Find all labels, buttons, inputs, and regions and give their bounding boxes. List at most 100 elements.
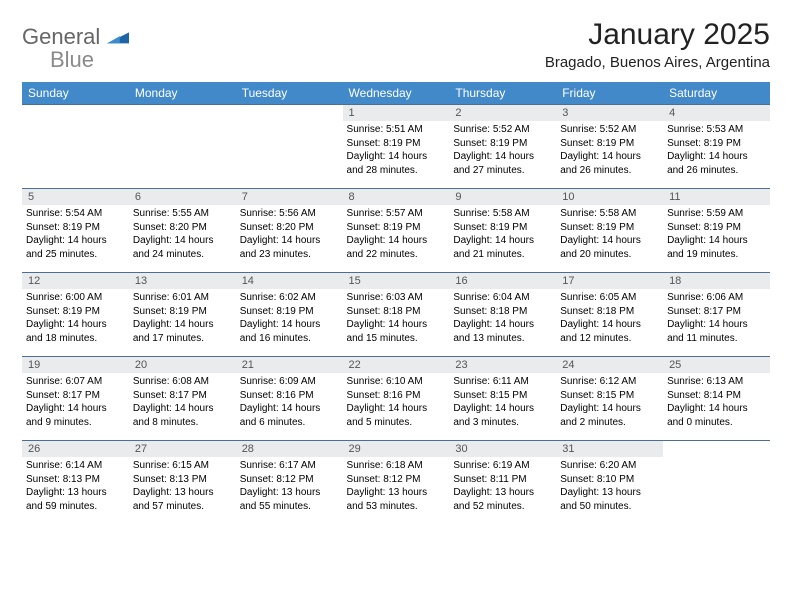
- calendar-day-cell: 23Sunrise: 6:11 AMSunset: 8:15 PMDayligh…: [449, 356, 556, 440]
- calendar-day-cell: 24Sunrise: 6:12 AMSunset: 8:15 PMDayligh…: [556, 356, 663, 440]
- day-details: Sunrise: 6:17 AMSunset: 8:12 PMDaylight:…: [236, 457, 343, 519]
- day-number: 14: [236, 272, 343, 289]
- sunset-text: Sunset: 8:19 PM: [667, 221, 766, 235]
- day-details: Sunrise: 5:59 AMSunset: 8:19 PMDaylight:…: [663, 205, 770, 267]
- day-details: Sunrise: 6:20 AMSunset: 8:10 PMDaylight:…: [556, 457, 663, 519]
- weekday-header: Tuesday: [236, 82, 343, 104]
- sunrise-text: Sunrise: 6:19 AM: [453, 459, 552, 473]
- calendar-day-cell: 27Sunrise: 6:15 AMSunset: 8:13 PMDayligh…: [129, 440, 236, 524]
- daylight-text: Daylight: 14 hours and 20 minutes.: [560, 234, 659, 261]
- calendar-day-cell: 3Sunrise: 5:52 AMSunset: 8:19 PMDaylight…: [556, 104, 663, 188]
- day-number: 10: [556, 188, 663, 205]
- day-details: Sunrise: 5:58 AMSunset: 8:19 PMDaylight:…: [449, 205, 556, 267]
- calendar-day-cell: 7Sunrise: 5:56 AMSunset: 8:20 PMDaylight…: [236, 188, 343, 272]
- day-number: 30: [449, 440, 556, 457]
- sunrise-text: Sunrise: 6:17 AM: [240, 459, 339, 473]
- sunset-text: Sunset: 8:20 PM: [133, 221, 232, 235]
- sunrise-text: Sunrise: 5:57 AM: [347, 207, 446, 221]
- day-number: 8: [343, 188, 450, 205]
- sunset-text: Sunset: 8:17 PM: [133, 389, 232, 403]
- daylight-text: Daylight: 14 hours and 28 minutes.: [347, 150, 446, 177]
- weekday-header: Sunday: [22, 82, 129, 104]
- sunrise-text: Sunrise: 5:58 AM: [560, 207, 659, 221]
- sunrise-text: Sunrise: 6:10 AM: [347, 375, 446, 389]
- day-number: 26: [22, 440, 129, 457]
- sunset-text: Sunset: 8:16 PM: [240, 389, 339, 403]
- sunset-text: Sunset: 8:14 PM: [667, 389, 766, 403]
- brand-text: General Blue: [22, 26, 129, 72]
- calendar-week-row: 5Sunrise: 5:54 AMSunset: 8:19 PMDaylight…: [22, 188, 770, 272]
- location-subtitle: Bragado, Buenos Aires, Argentina: [545, 54, 770, 71]
- daylight-text: Daylight: 14 hours and 0 minutes.: [667, 402, 766, 429]
- day-number: 2: [449, 104, 556, 121]
- day-details: Sunrise: 6:18 AMSunset: 8:12 PMDaylight:…: [343, 457, 450, 519]
- day-details: [663, 457, 770, 465]
- sunrise-text: Sunrise: 6:01 AM: [133, 291, 232, 305]
- daylight-text: Daylight: 14 hours and 5 minutes.: [347, 402, 446, 429]
- daylight-text: Daylight: 13 hours and 55 minutes.: [240, 486, 339, 513]
- calendar-day-cell: 1Sunrise: 5:51 AMSunset: 8:19 PMDaylight…: [343, 104, 450, 188]
- calendar-day-cell: 8Sunrise: 5:57 AMSunset: 8:19 PMDaylight…: [343, 188, 450, 272]
- day-number: 27: [129, 440, 236, 457]
- sunrise-text: Sunrise: 6:09 AM: [240, 375, 339, 389]
- sunset-text: Sunset: 8:13 PM: [133, 473, 232, 487]
- day-details: Sunrise: 6:11 AMSunset: 8:15 PMDaylight:…: [449, 373, 556, 435]
- sunrise-text: Sunrise: 5:52 AM: [560, 123, 659, 137]
- sunset-text: Sunset: 8:16 PM: [347, 389, 446, 403]
- day-details: Sunrise: 6:15 AMSunset: 8:13 PMDaylight:…: [129, 457, 236, 519]
- sunset-text: Sunset: 8:17 PM: [26, 389, 125, 403]
- sunset-text: Sunset: 8:19 PM: [560, 137, 659, 151]
- sunset-text: Sunset: 8:19 PM: [347, 137, 446, 151]
- calendar-week-row: 19Sunrise: 6:07 AMSunset: 8:17 PMDayligh…: [22, 356, 770, 440]
- sunset-text: Sunset: 8:12 PM: [347, 473, 446, 487]
- day-details: Sunrise: 5:56 AMSunset: 8:20 PMDaylight:…: [236, 205, 343, 267]
- calendar-day-cell: 21Sunrise: 6:09 AMSunset: 8:16 PMDayligh…: [236, 356, 343, 440]
- month-title: January 2025: [545, 18, 770, 52]
- day-number: 21: [236, 356, 343, 373]
- sunset-text: Sunset: 8:19 PM: [560, 221, 659, 235]
- day-number: 3: [556, 104, 663, 121]
- calendar-day-cell: 6Sunrise: 5:55 AMSunset: 8:20 PMDaylight…: [129, 188, 236, 272]
- day-number: 28: [236, 440, 343, 457]
- sunrise-text: Sunrise: 6:18 AM: [347, 459, 446, 473]
- sunset-text: Sunset: 8:19 PM: [240, 305, 339, 319]
- day-details: Sunrise: 6:13 AMSunset: 8:14 PMDaylight:…: [663, 373, 770, 435]
- daylight-text: Daylight: 13 hours and 59 minutes.: [26, 486, 125, 513]
- day-number: 9: [449, 188, 556, 205]
- sunset-text: Sunset: 8:20 PM: [240, 221, 339, 235]
- sunrise-text: Sunrise: 6:08 AM: [133, 375, 232, 389]
- sunrise-text: Sunrise: 6:02 AM: [240, 291, 339, 305]
- day-number: 19: [22, 356, 129, 373]
- daylight-text: Daylight: 14 hours and 23 minutes.: [240, 234, 339, 261]
- day-details: Sunrise: 6:02 AMSunset: 8:19 PMDaylight:…: [236, 289, 343, 351]
- daylight-text: Daylight: 14 hours and 15 minutes.: [347, 318, 446, 345]
- day-details: [22, 121, 129, 129]
- day-details: Sunrise: 5:55 AMSunset: 8:20 PMDaylight:…: [129, 205, 236, 267]
- sunrise-text: Sunrise: 6:06 AM: [667, 291, 766, 305]
- calendar-week-row: 1Sunrise: 5:51 AMSunset: 8:19 PMDaylight…: [22, 104, 770, 188]
- daylight-text: Daylight: 14 hours and 19 minutes.: [667, 234, 766, 261]
- day-details: Sunrise: 6:00 AMSunset: 8:19 PMDaylight:…: [22, 289, 129, 351]
- daylight-text: Daylight: 14 hours and 25 minutes.: [26, 234, 125, 261]
- day-details: Sunrise: 6:04 AMSunset: 8:18 PMDaylight:…: [449, 289, 556, 351]
- sunset-text: Sunset: 8:19 PM: [453, 137, 552, 151]
- calendar-day-cell: 29Sunrise: 6:18 AMSunset: 8:12 PMDayligh…: [343, 440, 450, 524]
- day-number: 7: [236, 188, 343, 205]
- daylight-text: Daylight: 13 hours and 50 minutes.: [560, 486, 659, 513]
- calendar-day-cell: 14Sunrise: 6:02 AMSunset: 8:19 PMDayligh…: [236, 272, 343, 356]
- sunrise-text: Sunrise: 6:14 AM: [26, 459, 125, 473]
- weekday-header: Monday: [129, 82, 236, 104]
- day-number: [129, 104, 236, 121]
- daylight-text: Daylight: 14 hours and 22 minutes.: [347, 234, 446, 261]
- sunset-text: Sunset: 8:19 PM: [667, 137, 766, 151]
- day-details: Sunrise: 5:52 AMSunset: 8:19 PMDaylight:…: [556, 121, 663, 183]
- weekday-header: Saturday: [663, 82, 770, 104]
- day-details: Sunrise: 6:07 AMSunset: 8:17 PMDaylight:…: [22, 373, 129, 435]
- day-number: 6: [129, 188, 236, 205]
- calendar-day-cell: [236, 104, 343, 188]
- day-details: Sunrise: 5:57 AMSunset: 8:19 PMDaylight:…: [343, 205, 450, 267]
- page-header: General Blue January 2025 Bragado, Bueno…: [22, 18, 770, 72]
- sunrise-text: Sunrise: 6:11 AM: [453, 375, 552, 389]
- daylight-text: Daylight: 14 hours and 17 minutes.: [133, 318, 232, 345]
- calendar-day-cell: 19Sunrise: 6:07 AMSunset: 8:17 PMDayligh…: [22, 356, 129, 440]
